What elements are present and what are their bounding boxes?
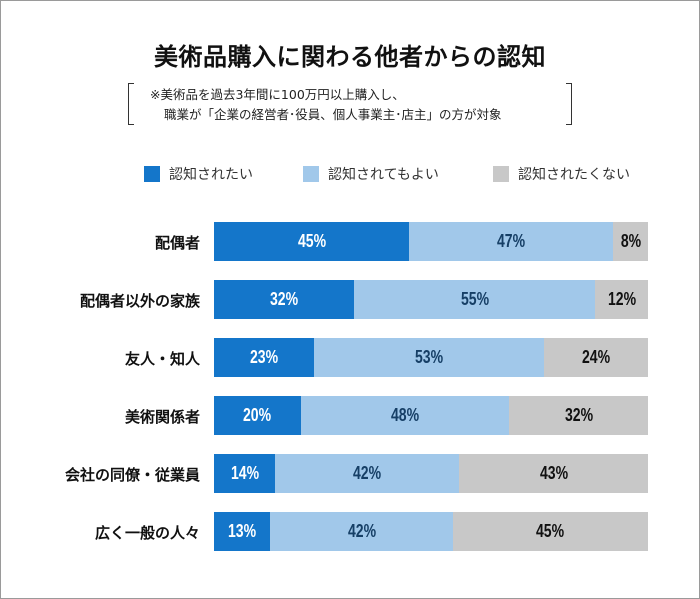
bar-segment: 42% <box>270 512 453 551</box>
chart-title: 美術品購入に関わる他者からの認知 <box>154 43 546 71</box>
bar-segment: 32% <box>214 280 355 319</box>
legend-label: 認知されてもよい <box>328 167 439 183</box>
stacked-bar: 20% 48% 32% <box>214 396 648 435</box>
bar-segment: 13% <box>214 512 271 551</box>
stacked-bar: 14% 42% 43% <box>214 454 648 493</box>
data-label: 47% <box>497 231 526 251</box>
bar-segment: 55% <box>354 280 596 319</box>
bar-segment: 24% <box>543 338 648 377</box>
data-label: 14% <box>230 463 259 483</box>
data-label: 8% <box>620 231 641 251</box>
data-label: 42% <box>347 521 376 541</box>
stacked-bar: 23% 53% 24% <box>214 338 648 377</box>
legend-item: 認知されたくない <box>493 164 630 184</box>
bar-segment: 43% <box>459 454 648 493</box>
legend: 認知されたい 認知されてもよい 認知されたくない <box>1 164 699 184</box>
bar-segment: 42% <box>275 454 460 493</box>
data-label: 42% <box>353 463 382 483</box>
stacked-bar: 13% 42% 45% <box>214 512 648 551</box>
legend-label: 認知されたくない <box>518 167 630 183</box>
data-label: 53% <box>414 347 443 367</box>
category-label: 配偶者 <box>154 234 200 252</box>
bar-segment: 14% <box>214 454 276 493</box>
bar-segment: 48% <box>300 396 510 435</box>
left-bracket <box>128 83 134 125</box>
legend-swatch <box>144 166 160 182</box>
bar-segment: 45% <box>214 222 410 261</box>
data-label: 32% <box>270 289 299 309</box>
legend-item: 認知されてもよい <box>303 164 439 184</box>
category-label: 美術関係者 <box>124 408 200 426</box>
legend-swatch <box>493 166 509 182</box>
bar-segment: 20% <box>214 396 301 435</box>
category-label: 広く一般の人々 <box>94 524 200 542</box>
data-label: 13% <box>228 521 257 541</box>
note-line-1: ※美術品を過去3年間に100万円以上購入し、 <box>150 87 405 102</box>
category-label: 配偶者以外の家族 <box>79 292 200 310</box>
bar-segment: 47% <box>409 222 614 261</box>
data-label: 23% <box>249 347 278 367</box>
stacked-bar: 32% 55% 12% <box>214 280 648 319</box>
right-bracket <box>566 83 572 125</box>
bar-segment: 12% <box>595 280 648 319</box>
bar-segment: 53% <box>313 338 544 377</box>
data-label: 45% <box>536 521 565 541</box>
data-label: 55% <box>460 289 489 309</box>
category-label: 会社の同僚・従業員 <box>64 466 200 484</box>
legend-item: 認知されたい <box>144 164 253 184</box>
data-label: 43% <box>539 463 568 483</box>
data-label: 45% <box>297 231 326 251</box>
legend-swatch <box>303 166 319 182</box>
legend-label: 認知されたい <box>169 167 253 183</box>
data-label: 48% <box>390 405 420 425</box>
bar-segment: 23% <box>214 338 314 377</box>
note-line-2: 職業が「企業の経営者･役員、個人事業主･店主」の方が対象 <box>164 107 502 122</box>
stacked-bar: 45% 47% 8% <box>214 222 648 261</box>
bar-segment: 8% <box>613 222 648 261</box>
data-label: 20% <box>243 405 272 425</box>
chart-note: ※美術品を過去3年間に100万円以上購入し、 職業が「企業の経営者･役員、個人事… <box>128 83 572 125</box>
bar-segment: 32% <box>509 396 648 435</box>
bar-segment: 45% <box>452 512 648 551</box>
data-label: 24% <box>581 347 610 367</box>
data-label: 32% <box>564 405 593 425</box>
data-label: 12% <box>607 289 636 309</box>
category-label: 友人・知人 <box>124 350 200 368</box>
